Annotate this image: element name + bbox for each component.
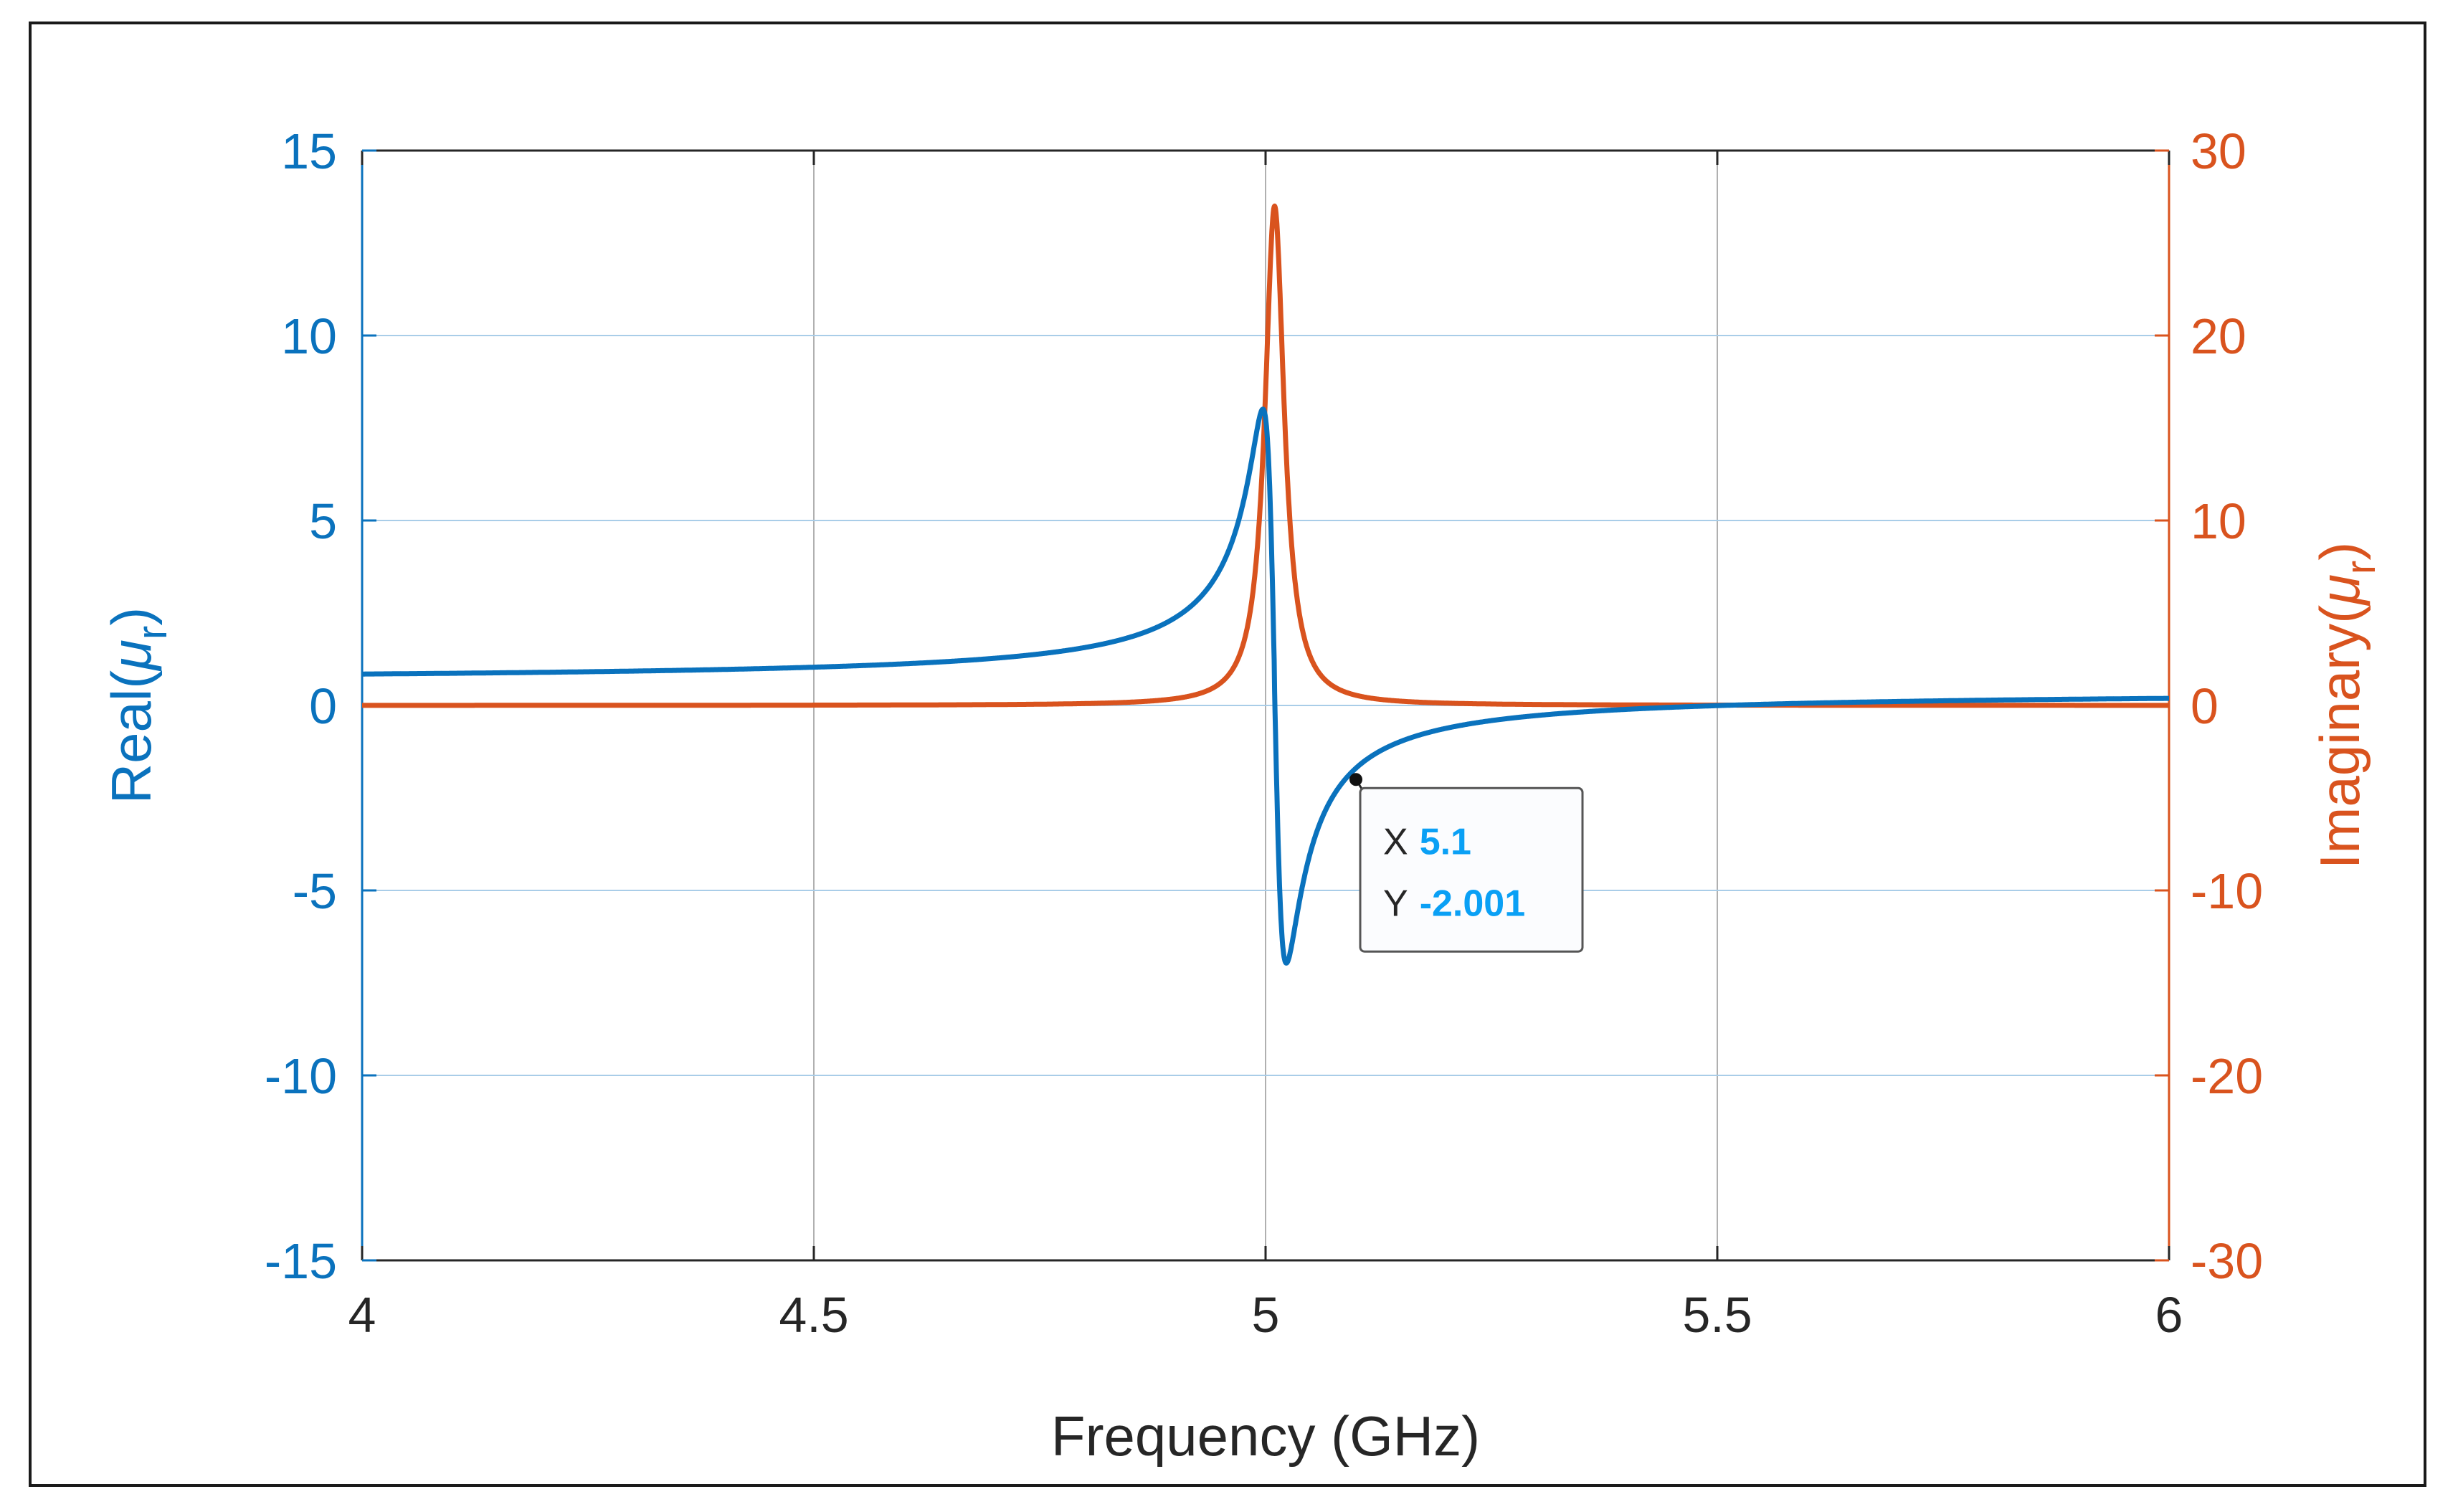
data-tip-y-key: Y [1383,883,1408,924]
data-tip-box[interactable] [1359,786,1584,953]
x-tick-label: 4 [348,1287,376,1343]
y-axis-label-left: Real(μr) [100,607,176,804]
y-tick-label-right: 20 [2191,308,2246,364]
y-label-right-close: ) [2308,542,2371,561]
y-label-right-symbol: μ [2308,574,2371,607]
y-label-left-symbol: μ [100,639,163,672]
data-tip-x-row: X 5.1 [1383,821,1471,862]
x-tick-label: 5.5 [1682,1287,1752,1343]
y-tick-label-left: 5 [309,493,337,549]
y-tick-label-left: -15 [265,1233,337,1289]
y-tick-label-left: 10 [281,308,337,364]
data-tip-marker[interactable] [1349,773,1362,786]
y-label-left-subscript: r [129,626,176,639]
x-axis-label: Frequency (GHz) [1051,1404,1480,1468]
y-tick-label-left: -5 [293,863,337,919]
ticks-layer: 4 4.5 5 5.5 6 -15 -10 -5 0 5 10 15 -30 -20 -10 0 10 20 30 [265,123,2263,1343]
y-label-left-text: Real( [100,670,163,804]
x-tick-label: 4.5 [779,1287,848,1343]
series-layer [360,203,2171,966]
data-tip-y-value: -2.001 [1420,883,1525,924]
x-tick-label: 6 [2155,1287,2183,1343]
y-tick-label-right: 0 [2191,678,2219,734]
x-tick-label: 5 [1252,1287,1280,1343]
y-tick-label-right: 30 [2191,123,2246,179]
y-tick-label-left: 0 [309,678,337,734]
figure-frame [29,22,2426,1487]
data-tip-x-key: X [1383,821,1408,862]
y-tick-label-right: -20 [2191,1048,2263,1104]
y-tick-label-right: -10 [2191,863,2263,919]
y-tick-label-right: 10 [2191,493,2246,549]
series-line-imaginary [360,203,2171,708]
data-tip-x-value: 5.1 [1420,821,1471,862]
y-tick-label-left: 15 [281,123,337,179]
data-tip-y-row: Y -2.001 [1383,883,1525,924]
series-line-real [360,406,2171,966]
y-tick-label-right: -30 [2191,1233,2263,1289]
y-tick-label-left: -10 [265,1048,337,1104]
y-label-right-text: Imaginary( [2308,605,2371,869]
y-label-left-close: ) [100,607,163,626]
y-label-right-subscript: r [2338,561,2384,574]
data-tip[interactable]: X 5.1 Y -2.001 [1349,773,1584,953]
y-axis-label-right: Imaginary(μr) [2308,542,2384,870]
